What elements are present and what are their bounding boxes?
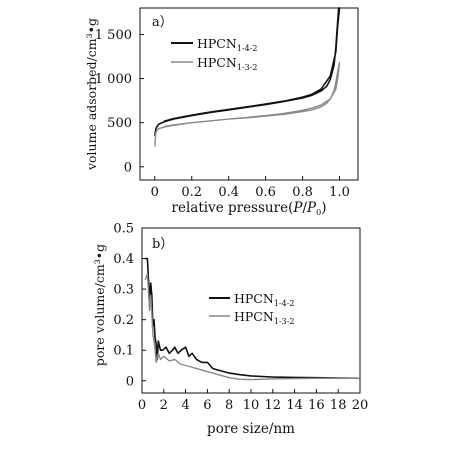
panel-a-series-line-hpcn-1-4-2 [154, 7, 341, 137]
panel-b-x-axis-label: pore size/nm [207, 421, 295, 437]
panel-b-x-tick-label: 0 [138, 398, 146, 413]
panel-a-y-axis-label: volume adsorbed/cm³•g [84, 18, 99, 171]
panel-a-frame [139, 7, 359, 181]
panel-b-x-tick-label: 6 [203, 398, 211, 413]
panel-a-x-axis-label: relative pressure(P/P0) [172, 200, 327, 217]
panel-b-x-tick-label: 4 [181, 398, 189, 413]
panel-b-y-tick-label: 0.3 [113, 283, 134, 298]
panel-a-series-line-hpcn-1-3-2 [154, 62, 341, 147]
panel-a-x-tick-label: 0.6 [255, 185, 276, 200]
panel-a-y-tick-label: 0 [124, 160, 132, 175]
panel-b-x-tick-label: 16 [308, 398, 325, 413]
panel-b-x-tick-label: 12 [265, 398, 282, 413]
panel-a-x-tick-label: 0.8 [292, 185, 313, 200]
panel-b-x-tick-label: 18 [330, 398, 347, 413]
panel-a-x-tick-label: 0.4 [218, 185, 239, 200]
panel-a-y-tick-label: 500 [107, 116, 132, 131]
panel-b-legend: HPCN1-4-2 HPCN1-3-2 [209, 291, 295, 326]
panel-b-y-tick-label: 0.5 [113, 222, 134, 237]
panel-a-adsorption-isotherm: 0 0.2 0.4 0.6 0.8 1.0 0 500 1 000 1 500 a） HPCN1-… [84, 7, 359, 217]
panel-a-y-tick-label: 1 500 [95, 28, 132, 43]
panel-a-x-tick-label: 0.2 [181, 185, 202, 200]
panel-a-label: a） [152, 15, 173, 30]
panel-b-series-line-hpcn-1-4-2 [145, 257, 361, 380]
panel-b-x-tick-label: 14 [286, 398, 303, 413]
panel-a-y-tick-label: 1 000 [95, 72, 132, 87]
panel-a-x-tick-label: 0 [151, 185, 159, 200]
panel-b-label: b） [152, 237, 173, 252]
panel-b-y-tick-label: 0 [126, 374, 134, 389]
panel-b-y-tick-label: 0.4 [113, 252, 134, 267]
panel-b-x-tick-label: 10 [243, 398, 260, 413]
panel-b-series-line-hpcn-1-3-2 [144, 273, 360, 381]
panel-b-y-tick-label: 0.2 [113, 313, 134, 328]
panel-b-x-tick-label: 8 [225, 398, 233, 413]
panel-b-x-tick-label: 2 [160, 398, 168, 413]
legend-b-label-hpcn-1-3-2: HPCN1-3-2 [234, 309, 295, 326]
legend-a-label-hpcn-1-3-2: HPCN1-3-2 [197, 55, 258, 72]
legend-a-label-hpcn-1-4-2: HPCN1-4-2 [197, 36, 258, 53]
panel-a-x-tick-label: 1.0 [329, 185, 350, 200]
panel-b-y-tick-label: 0.1 [113, 344, 134, 359]
panel-b-y-axis-label: pore volume/cm³•g [92, 244, 107, 366]
panel-a-legend: HPCN1-4-2 HPCN1-3-2 [171, 36, 258, 72]
legend-b-label-hpcn-1-4-2: HPCN1-4-2 [234, 291, 295, 308]
panel-b-x-tick-label: 20 [352, 398, 369, 413]
